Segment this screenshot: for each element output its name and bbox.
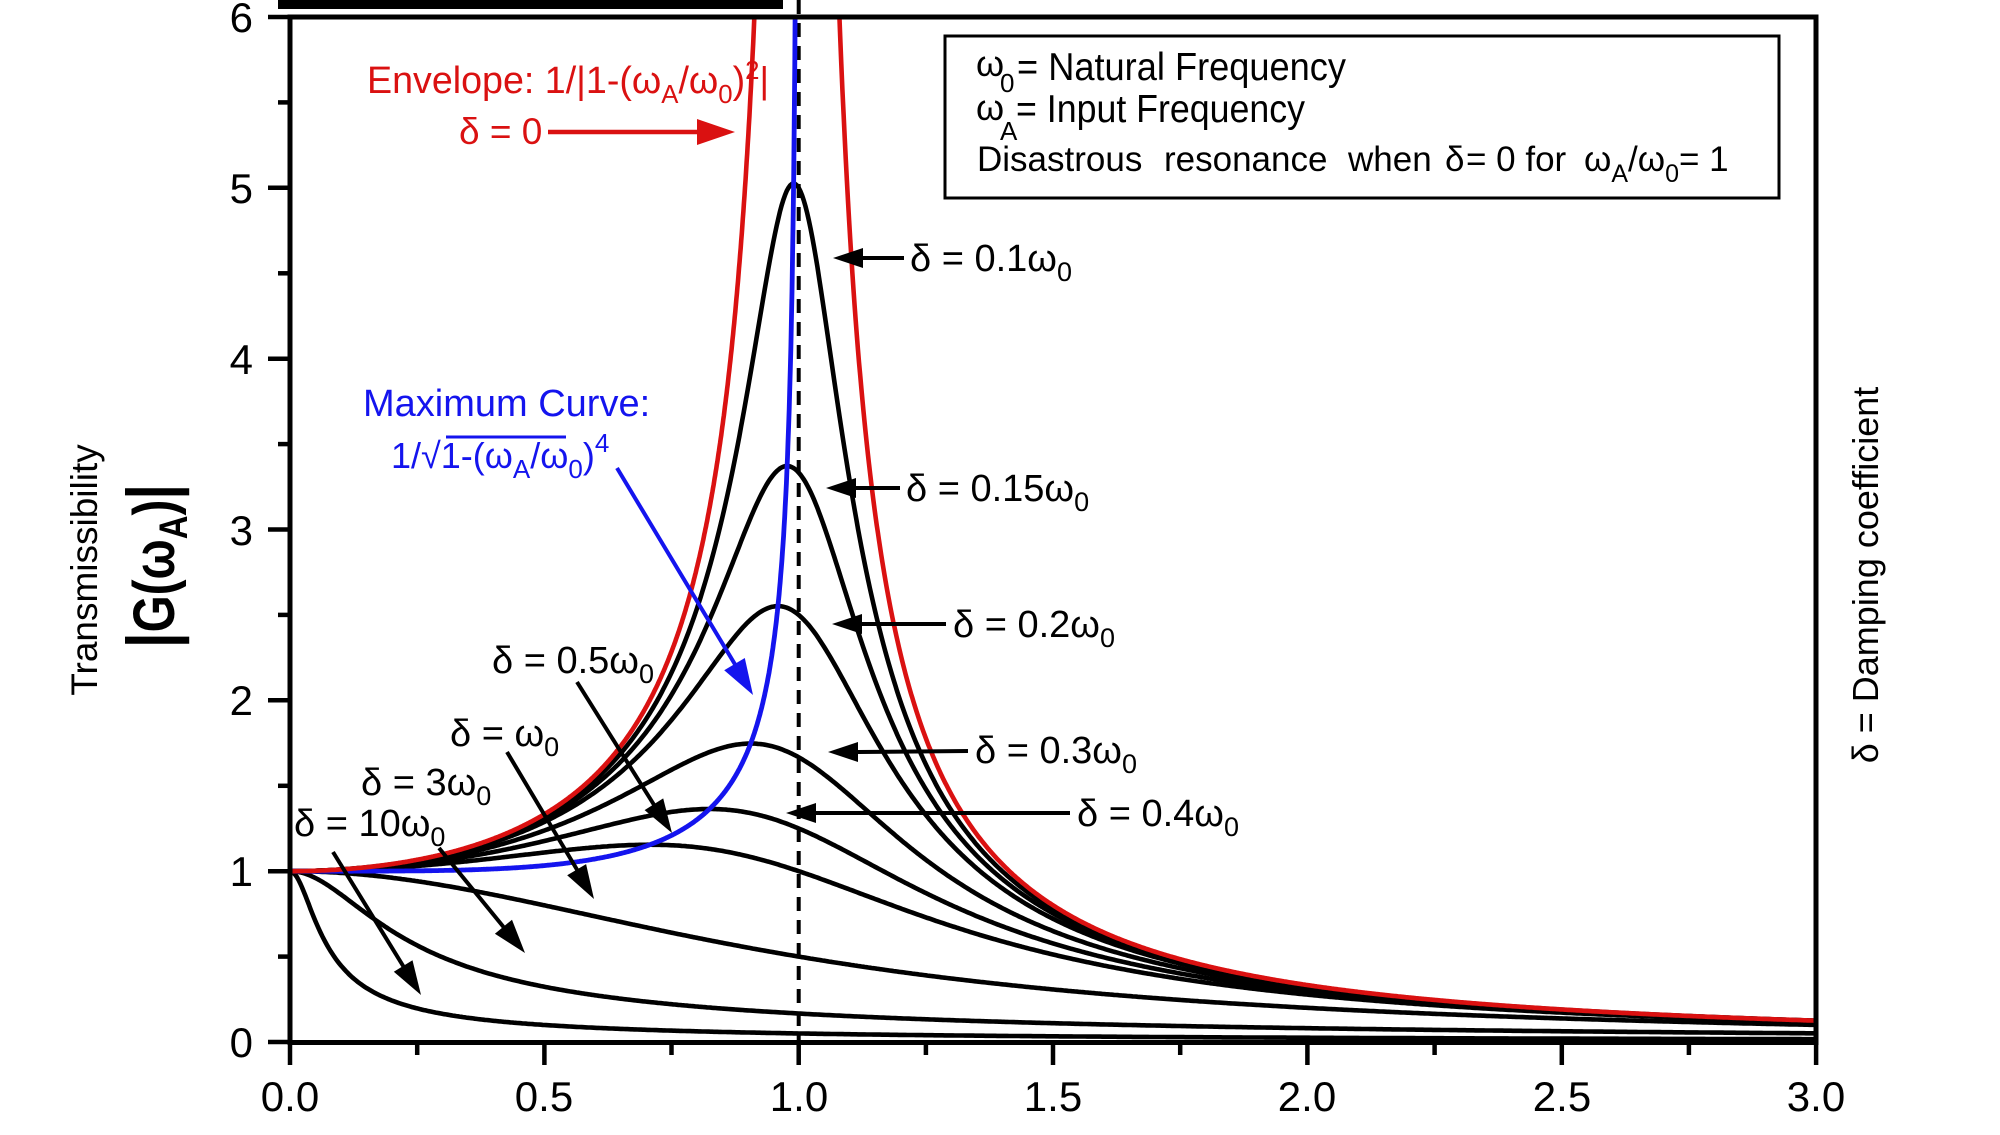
- svg-text:3.0: 3.0: [1787, 1073, 1845, 1120]
- svg-text:2.0: 2.0: [1278, 1073, 1336, 1120]
- svg-text:ω: ω: [976, 43, 1004, 84]
- svg-text:= Input Frequency: = Input Frequency: [1016, 88, 1305, 131]
- svg-text:A: A: [1000, 116, 1018, 146]
- svg-text:3: 3: [230, 507, 253, 554]
- svg-text:δ = 0.3ω0: δ = 0.3ω0: [975, 730, 1137, 779]
- svg-text:= Natural Frequency: = Natural Frequency: [1017, 46, 1346, 89]
- svg-text:δ = ω0: δ = ω0: [450, 713, 559, 762]
- svg-text:δ = 0.15ω0: δ = 0.15ω0: [906, 468, 1089, 517]
- svg-text:|G(ωA)|: |G(ωA)|: [113, 484, 196, 648]
- svg-text:1.5: 1.5: [1024, 1073, 1082, 1120]
- svg-text:δ = 3ω0: δ = 3ω0: [361, 762, 491, 811]
- svg-text:1.0: 1.0: [770, 1073, 828, 1120]
- svg-text:δ = 0.1ω0: δ = 0.1ω0: [910, 238, 1072, 287]
- svg-text:0: 0: [1000, 68, 1014, 98]
- svg-text:5: 5: [230, 165, 253, 212]
- svg-text:Maximum Curve:: Maximum Curve:: [363, 383, 650, 425]
- svg-text:δ = 0.2ω0: δ = 0.2ω0: [953, 604, 1115, 653]
- svg-text:δ = 0.4ω0: δ = 0.4ω0: [1077, 793, 1239, 842]
- svg-text:Transmissibility: Transmissibility: [64, 444, 105, 696]
- svg-text:2: 2: [230, 677, 253, 724]
- svg-text:4: 4: [230, 336, 253, 383]
- svg-text:δ = 10ω0: δ = 10ω0: [294, 803, 445, 852]
- svg-text:0: 0: [230, 1019, 253, 1066]
- svg-text:Envelope: 1/|1-(ωA/ω0)2|: Envelope: 1/|1-(ωA/ω0)2|: [367, 55, 769, 109]
- svg-text:0.5: 0.5: [515, 1073, 573, 1120]
- svg-text:2.5: 2.5: [1533, 1073, 1591, 1120]
- svg-text:6: 6: [230, 0, 253, 41]
- svg-text:δ = Damping coefficient: δ = Damping coefficient: [1845, 387, 1886, 764]
- svg-text:1: 1: [230, 848, 253, 895]
- svg-text:0.0: 0.0: [261, 1073, 319, 1120]
- svg-text:δ = 0: δ = 0: [459, 111, 542, 152]
- svg-text:ω: ω: [976, 87, 1004, 128]
- svg-text:δ = 0.5ω0: δ = 0.5ω0: [492, 640, 654, 689]
